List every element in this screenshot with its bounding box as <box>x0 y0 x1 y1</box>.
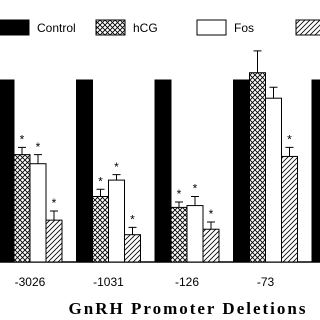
bar <box>265 97 282 263</box>
bar <box>29 163 47 263</box>
x-tick-label: -3026 <box>15 275 46 289</box>
error-bar <box>175 201 183 208</box>
bar <box>124 234 141 263</box>
significance-mark: * <box>52 196 57 210</box>
legend-swatch <box>295 19 320 36</box>
bar <box>186 205 204 263</box>
significance-mark: * <box>98 174 103 188</box>
legend-swatch <box>196 19 227 36</box>
x-tick-label: -1031 <box>93 275 124 289</box>
bar <box>170 206 188 263</box>
error-bar <box>112 174 121 181</box>
bar <box>45 219 63 263</box>
bar <box>76 79 93 263</box>
significance-mark: * <box>209 207 214 221</box>
error-bar <box>34 154 42 164</box>
significance-mark: * <box>130 213 135 227</box>
significance-mark: * <box>177 187 182 201</box>
error-bar <box>253 50 262 73</box>
bar <box>249 72 266 263</box>
bar <box>202 228 220 263</box>
error-bar <box>207 221 215 230</box>
legend-label: Fos <box>234 21 254 35</box>
significance-mark: * <box>193 182 198 196</box>
bar <box>311 79 320 263</box>
error-bar <box>18 146 26 155</box>
bar <box>13 154 31 263</box>
x-axis-label: GnRH Promoter Deletions <box>69 299 308 318</box>
legend-label: Control <box>37 21 76 35</box>
bar <box>108 179 125 263</box>
significance-mark: * <box>20 133 25 147</box>
bar <box>92 195 109 263</box>
error-bar <box>128 226 137 235</box>
error-bar <box>285 146 294 157</box>
legend-label: hCG <box>133 21 158 35</box>
significance-mark: * <box>287 133 292 147</box>
bar <box>0 79 15 263</box>
error-bar <box>191 195 199 206</box>
significance-mark: * <box>114 160 119 174</box>
bar <box>154 79 172 263</box>
error-bar <box>96 188 105 197</box>
error-bar <box>269 86 278 99</box>
x-tick-label: -73 <box>257 275 275 289</box>
legend-swatch <box>0 19 30 36</box>
legend-swatch <box>95 19 126 36</box>
bar <box>281 155 298 263</box>
x-tick-label: -126 <box>175 275 199 289</box>
bar <box>233 79 250 263</box>
error-bar <box>50 210 58 221</box>
significance-mark: * <box>36 140 41 154</box>
